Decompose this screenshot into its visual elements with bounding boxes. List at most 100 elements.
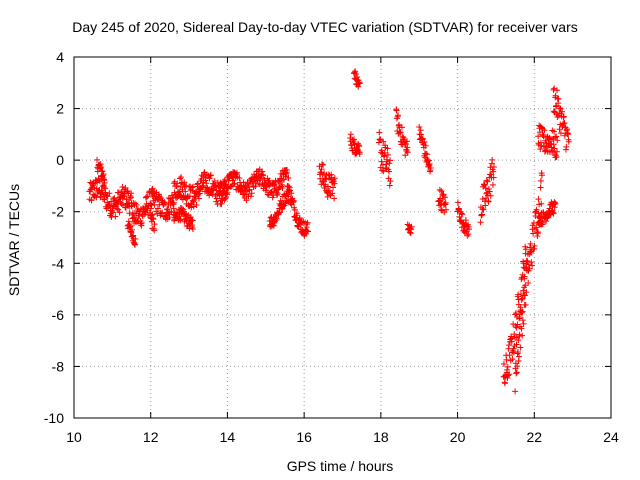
- data-point: [487, 192, 494, 199]
- data-point: [518, 325, 525, 332]
- data-point: [523, 257, 530, 264]
- data-point: [274, 190, 281, 197]
- x-tick-label: 10: [66, 429, 82, 445]
- chart-title: Day 245 of 2020, Sidereal Day-to-day VTE…: [72, 19, 578, 35]
- data-point: [531, 242, 538, 249]
- data-point: [169, 200, 176, 207]
- data-point: [263, 187, 270, 194]
- data-point: [517, 291, 524, 298]
- data-point: [402, 141, 409, 148]
- data-point: [547, 211, 554, 218]
- data-point: [132, 241, 139, 248]
- data-point: [441, 200, 448, 207]
- data-point: [150, 216, 157, 223]
- data-point: [537, 184, 544, 191]
- data-point: [331, 175, 338, 182]
- data-point: [517, 344, 524, 351]
- data-point: [109, 209, 116, 216]
- data-point: [224, 184, 231, 191]
- data-point: [246, 186, 253, 193]
- data-point: [290, 197, 297, 204]
- data-point: [553, 154, 560, 161]
- x-tick-label: 18: [373, 429, 389, 445]
- data-point: [304, 219, 311, 226]
- data-point: [351, 136, 358, 143]
- data-point: [403, 148, 410, 155]
- data-point: [189, 226, 196, 233]
- data-point: [190, 203, 197, 210]
- data-point: [513, 341, 520, 348]
- data-point: [465, 231, 472, 238]
- data-point: [320, 161, 327, 168]
- data-point: [293, 210, 300, 217]
- data-point: [286, 187, 293, 194]
- data-point: [352, 71, 359, 78]
- y-tick-label: 0: [56, 152, 64, 168]
- data-point: [403, 138, 410, 145]
- data-point: [529, 262, 536, 269]
- data-point: [102, 189, 109, 196]
- data-point: [500, 361, 507, 368]
- data-point: [386, 168, 393, 175]
- data-point: [288, 190, 295, 197]
- data-point: [218, 195, 225, 202]
- data-point: [505, 342, 512, 349]
- data-point: [231, 180, 238, 187]
- data-point: [462, 222, 469, 229]
- data-point: [151, 227, 158, 234]
- data-point: [538, 200, 545, 207]
- data-point: [387, 157, 394, 164]
- data-point: [394, 112, 401, 119]
- data-point: [95, 187, 102, 194]
- data-point: [132, 200, 139, 207]
- data-point: [218, 200, 225, 207]
- data-point: [191, 197, 198, 204]
- data-point: [505, 372, 512, 379]
- data-point: [514, 348, 521, 355]
- data-point: [404, 149, 411, 156]
- y-tick-label: -4: [52, 255, 65, 271]
- data-point: [479, 211, 486, 218]
- data-point: [522, 243, 529, 250]
- data-point: [519, 317, 526, 324]
- data-point: [443, 206, 450, 213]
- data-point: [421, 138, 428, 145]
- y-tick-label: 2: [56, 101, 64, 117]
- data-point: [331, 180, 338, 187]
- data-point: [161, 200, 168, 207]
- data-point: [442, 199, 449, 206]
- data-point: [116, 209, 123, 216]
- data-point: [501, 373, 508, 380]
- data-point: [384, 151, 391, 158]
- data-point: [424, 151, 431, 158]
- data-point: [520, 287, 527, 294]
- data-point: [490, 168, 497, 175]
- data-point: [483, 177, 490, 184]
- data-point: [490, 174, 497, 181]
- data-point: [106, 190, 113, 197]
- data-point: [207, 172, 214, 179]
- data-point: [355, 148, 362, 155]
- data-point: [553, 148, 560, 155]
- data-point: [408, 223, 415, 230]
- data-point: [122, 184, 129, 191]
- data-point: [115, 206, 122, 213]
- data-point: [564, 126, 571, 133]
- data-point: [393, 107, 400, 114]
- data-point: [521, 292, 528, 299]
- data-point: [356, 143, 363, 150]
- data-point: [98, 164, 105, 171]
- data-point: [303, 221, 310, 228]
- data-point: [210, 186, 217, 193]
- data-point: [378, 158, 385, 165]
- data-point: [519, 332, 526, 339]
- data-point: [304, 228, 311, 235]
- data-point: [535, 133, 542, 140]
- data-point: [207, 172, 214, 179]
- data-point: [193, 202, 200, 209]
- data-point: [504, 363, 511, 370]
- x-tick-label: 16: [296, 429, 312, 445]
- data-point: [527, 240, 534, 247]
- data-point: [236, 175, 243, 182]
